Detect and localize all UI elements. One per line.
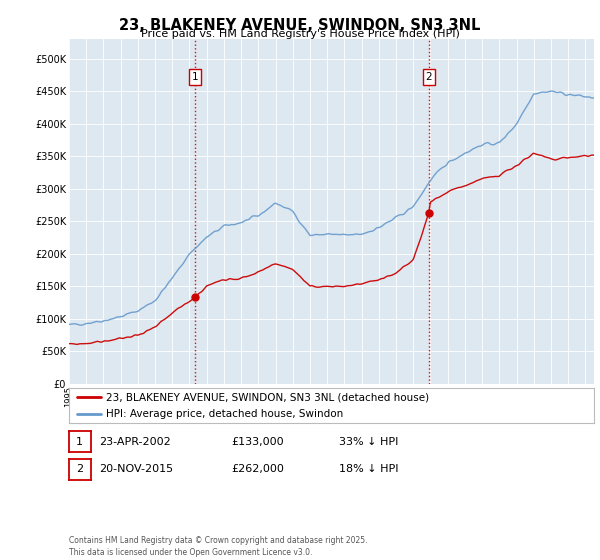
Text: 2: 2 bbox=[425, 72, 432, 82]
Text: 23, BLAKENEY AVENUE, SWINDON, SN3 3NL: 23, BLAKENEY AVENUE, SWINDON, SN3 3NL bbox=[119, 18, 481, 33]
Text: 23, BLAKENEY AVENUE, SWINDON, SN3 3NL (detached house): 23, BLAKENEY AVENUE, SWINDON, SN3 3NL (d… bbox=[106, 393, 429, 403]
Text: 20-NOV-2015: 20-NOV-2015 bbox=[99, 464, 173, 474]
Text: HPI: Average price, detached house, Swindon: HPI: Average price, detached house, Swin… bbox=[106, 409, 343, 419]
Text: 2: 2 bbox=[76, 464, 83, 474]
Text: £133,000: £133,000 bbox=[231, 437, 284, 447]
Text: Contains HM Land Registry data © Crown copyright and database right 2025.
This d: Contains HM Land Registry data © Crown c… bbox=[69, 536, 367, 557]
Text: 18% ↓ HPI: 18% ↓ HPI bbox=[339, 464, 398, 474]
Text: Price paid vs. HM Land Registry's House Price Index (HPI): Price paid vs. HM Land Registry's House … bbox=[140, 29, 460, 39]
Text: £262,000: £262,000 bbox=[231, 464, 284, 474]
Text: 1: 1 bbox=[76, 437, 83, 447]
Text: 23-APR-2002: 23-APR-2002 bbox=[99, 437, 171, 447]
Text: 33% ↓ HPI: 33% ↓ HPI bbox=[339, 437, 398, 447]
Text: 1: 1 bbox=[191, 72, 198, 82]
